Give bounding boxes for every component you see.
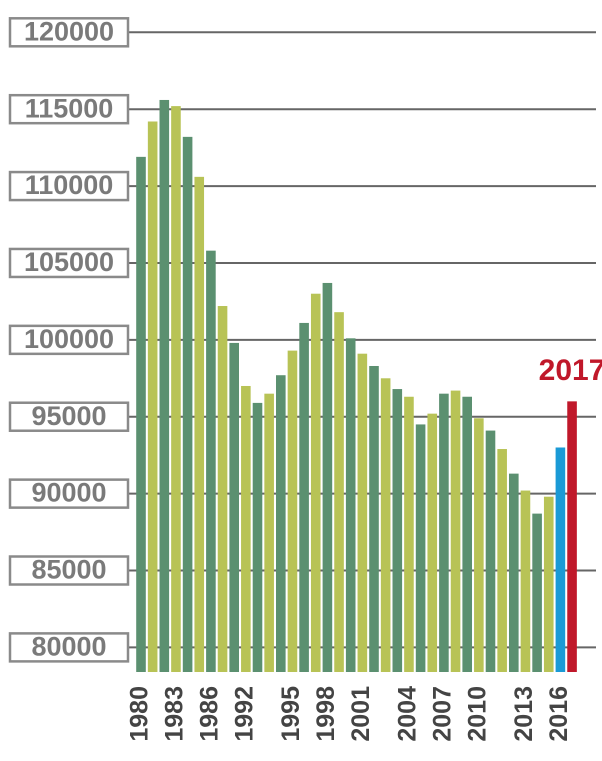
bar	[369, 365, 379, 672]
bar	[439, 393, 449, 672]
bar	[194, 176, 205, 672]
y-tick-box	[8, 632, 130, 663]
bar	[182, 136, 193, 672]
x-tick-label: 1983	[161, 686, 189, 742]
x-tick-label: 2001	[347, 686, 375, 742]
bar	[415, 424, 426, 672]
x-tick-label: 1992	[230, 686, 258, 742]
bar	[299, 322, 309, 672]
bar	[217, 306, 228, 672]
y-tick-label: 80000	[31, 632, 106, 662]
bar	[345, 338, 356, 672]
bar	[450, 390, 461, 672]
y-tick-box	[8, 555, 130, 586]
bar	[159, 99, 170, 672]
y-tick-box	[8, 324, 130, 356]
bar	[241, 385, 251, 672]
bar	[485, 430, 496, 672]
y-tick-box	[8, 93, 130, 125]
x-tick-label: 1980	[126, 686, 154, 742]
bar	[543, 496, 554, 672]
bar	[427, 413, 438, 672]
bar	[555, 447, 566, 672]
y-tick-box	[8, 17, 130, 48]
bar	[229, 342, 239, 672]
x-tick-label: 1995	[277, 686, 305, 742]
y-tick-box	[8, 401, 130, 432]
x-tick-label: 2010	[463, 686, 491, 742]
y-tick-label: 95000	[31, 401, 106, 431]
annotation: 2017	[539, 354, 602, 387]
bar	[276, 375, 286, 672]
y-tick-box	[8, 478, 130, 509]
y-tick-label: 105000	[24, 247, 114, 277]
x-tick-label: 1998	[312, 686, 340, 742]
y-tick-label: 100000	[24, 324, 114, 354]
bar	[497, 449, 507, 672]
bar	[147, 121, 158, 673]
bar	[310, 293, 321, 672]
bar	[136, 156, 146, 672]
x-tick-label: 2016	[545, 686, 573, 742]
y-tick-label: 85000	[31, 555, 106, 585]
bar	[404, 396, 414, 672]
bar	[509, 473, 519, 672]
bar	[171, 106, 181, 672]
y-tick-label: 90000	[31, 478, 106, 508]
bar	[252, 402, 263, 672]
y-tick-label: 120000	[24, 16, 114, 46]
bar	[462, 396, 472, 672]
bar	[334, 312, 344, 672]
bar	[520, 490, 531, 672]
bar	[287, 350, 298, 672]
x-tick-label: 2013	[510, 686, 538, 742]
y-tick-label: 115000	[25, 93, 114, 123]
bar	[357, 353, 368, 672]
bar	[392, 389, 403, 672]
bar	[322, 282, 333, 672]
x-tick-label: 2007	[429, 686, 457, 742]
y-tick-box	[8, 170, 130, 202]
bar	[567, 401, 577, 672]
y-tick-box	[8, 247, 130, 279]
x-tick-label: 2004	[394, 686, 422, 742]
bar	[206, 250, 216, 672]
bar	[532, 513, 542, 672]
bar	[264, 393, 274, 672]
bar	[474, 418, 484, 672]
y-tick-label: 110000	[25, 170, 114, 200]
bar	[380, 378, 391, 672]
x-tick-label: 1986	[196, 686, 224, 742]
